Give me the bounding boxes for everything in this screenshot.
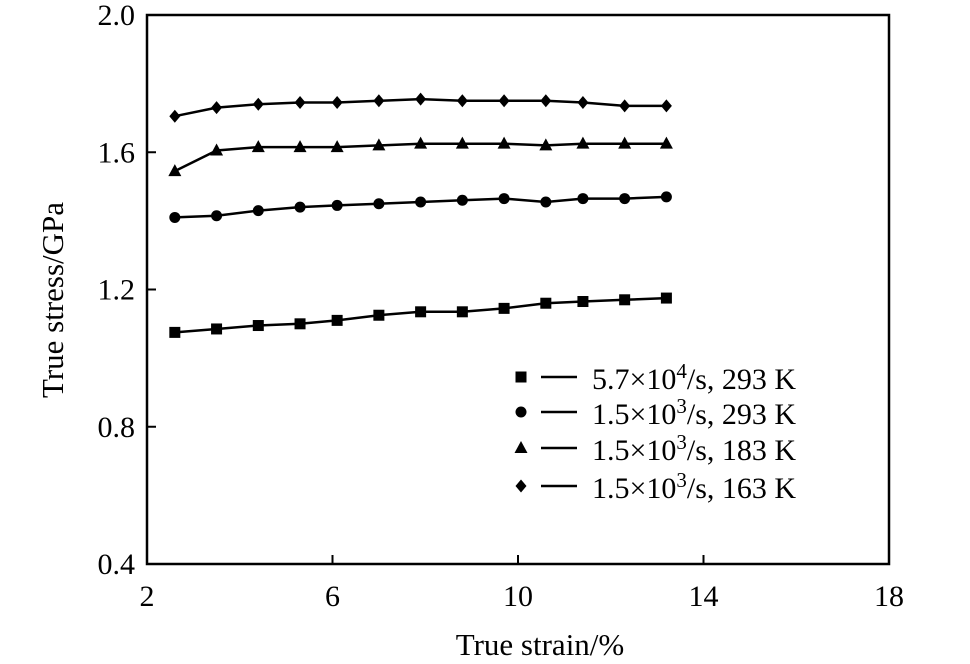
data-point-square <box>540 297 552 309</box>
data-point-circle <box>373 198 385 210</box>
x-tick-label: 2 <box>140 580 155 613</box>
data-point-triangle <box>210 143 224 156</box>
legend-marker-triangle <box>514 441 528 453</box>
data-point-diamond <box>169 109 181 123</box>
data-point-triangle <box>330 140 344 153</box>
ticks-layer: 2 6 10 14 18 0.4 0.8 1.2 1.6 2.0 <box>98 0 905 613</box>
data-point-diamond <box>294 95 306 109</box>
legend-item: 1.5×103/s, 293 K <box>515 394 796 431</box>
data-point-triangle <box>251 140 265 153</box>
data-point-square <box>294 318 306 330</box>
legend: 5.7×104/s, 293 K1.5×103/s, 293 K1.5×103/… <box>514 359 796 505</box>
data-point-diamond <box>331 95 343 109</box>
data-point-square <box>169 326 181 338</box>
data-point-triangle <box>455 136 469 149</box>
legend-rate-base: 1.5×10 <box>592 398 676 431</box>
data-point-diamond <box>577 95 589 109</box>
data-point-diamond <box>498 94 510 108</box>
legend-rate-exponent: 3 <box>676 394 687 418</box>
data-point-triangle <box>576 136 590 149</box>
data-point-square <box>252 320 264 332</box>
data-point-triangle <box>372 138 386 151</box>
legend-marker-square <box>515 371 527 383</box>
legend-marker-diamond <box>515 479 527 493</box>
y-tick-label: 1.6 <box>98 136 136 169</box>
data-point-diamond <box>540 94 552 108</box>
x-tick-label: 6 <box>325 580 340 613</box>
y-tick-label: 2.0 <box>98 0 136 32</box>
data-point-diamond <box>456 94 468 108</box>
series-circle <box>169 191 672 223</box>
legend-rate-rest: /s, 293 K <box>687 363 797 396</box>
legend-item: 1.5×103/s, 183 K <box>514 430 796 467</box>
data-point-square <box>619 294 631 306</box>
y-tick-label: 0.8 <box>98 411 136 444</box>
series-layer <box>168 92 673 338</box>
y-axis-label: True stress/GPa <box>35 202 70 398</box>
legend-rate-base: 1.5×10 <box>592 472 676 505</box>
data-point-square <box>498 302 510 314</box>
data-point-square <box>415 306 427 318</box>
data-point-diamond <box>252 97 264 111</box>
data-point-circle <box>456 194 468 206</box>
legend-rate-rest: /s, 293 K <box>687 398 797 431</box>
data-point-triangle <box>539 138 553 151</box>
legend-item: 5.7×104/s, 293 K <box>515 359 796 396</box>
series-triangle <box>168 136 673 177</box>
data-point-circle <box>211 210 223 222</box>
data-point-square <box>660 292 672 304</box>
data-point-square <box>456 306 468 318</box>
data-point-circle <box>619 193 631 205</box>
legend-rate-exponent: 4 <box>676 359 687 383</box>
data-point-square <box>577 296 589 308</box>
data-point-square <box>331 314 343 326</box>
data-point-square <box>373 309 385 321</box>
data-point-circle <box>498 193 510 205</box>
data-point-square <box>211 323 223 335</box>
data-point-diamond <box>660 99 672 113</box>
data-point-circle <box>415 196 427 208</box>
x-tick-label: 18 <box>874 580 904 613</box>
data-point-diamond <box>619 99 631 113</box>
legend-marker-circle <box>515 406 527 418</box>
x-tick-label: 14 <box>689 580 719 613</box>
legend-label: 1.5×103/s, 183 K <box>592 430 796 467</box>
x-axis-label: True strain/% <box>456 627 625 662</box>
data-point-circle <box>294 201 306 213</box>
y-tick-label: 0.4 <box>98 548 136 581</box>
data-point-circle <box>169 211 181 223</box>
legend-rate-exponent: 3 <box>676 430 687 454</box>
series-diamond <box>169 92 672 123</box>
data-point-triangle <box>293 140 307 153</box>
data-point-circle <box>331 199 343 211</box>
legend-item: 1.5×103/s, 163 K <box>515 468 796 505</box>
data-point-circle <box>540 196 552 208</box>
data-point-diamond <box>373 94 385 108</box>
data-point-triangle <box>497 136 511 149</box>
data-point-diamond <box>211 101 223 115</box>
legend-rate-rest: /s, 163 K <box>687 472 797 505</box>
data-point-diamond <box>415 92 427 106</box>
data-point-circle <box>577 193 589 205</box>
data-point-circle <box>252 205 264 217</box>
x-tick-label: 10 <box>503 580 533 613</box>
data-point-circle <box>660 191 672 203</box>
legend-rate-base: 1.5×10 <box>592 434 676 467</box>
series-square <box>169 292 672 338</box>
legend-rate-exponent: 3 <box>676 468 687 492</box>
legend-label: 1.5×103/s, 163 K <box>592 468 796 505</box>
data-point-triangle <box>618 136 632 149</box>
legend-rate-base: 5.7×10 <box>592 363 676 396</box>
y-tick-label: 1.2 <box>98 274 136 307</box>
legend-label: 1.5×103/s, 293 K <box>592 394 796 431</box>
legend-rate-rest: /s, 183 K <box>687 434 797 467</box>
data-point-triangle <box>168 164 182 177</box>
data-point-triangle <box>414 136 428 149</box>
legend-label: 5.7×104/s, 293 K <box>592 359 796 396</box>
data-point-triangle <box>659 136 673 149</box>
